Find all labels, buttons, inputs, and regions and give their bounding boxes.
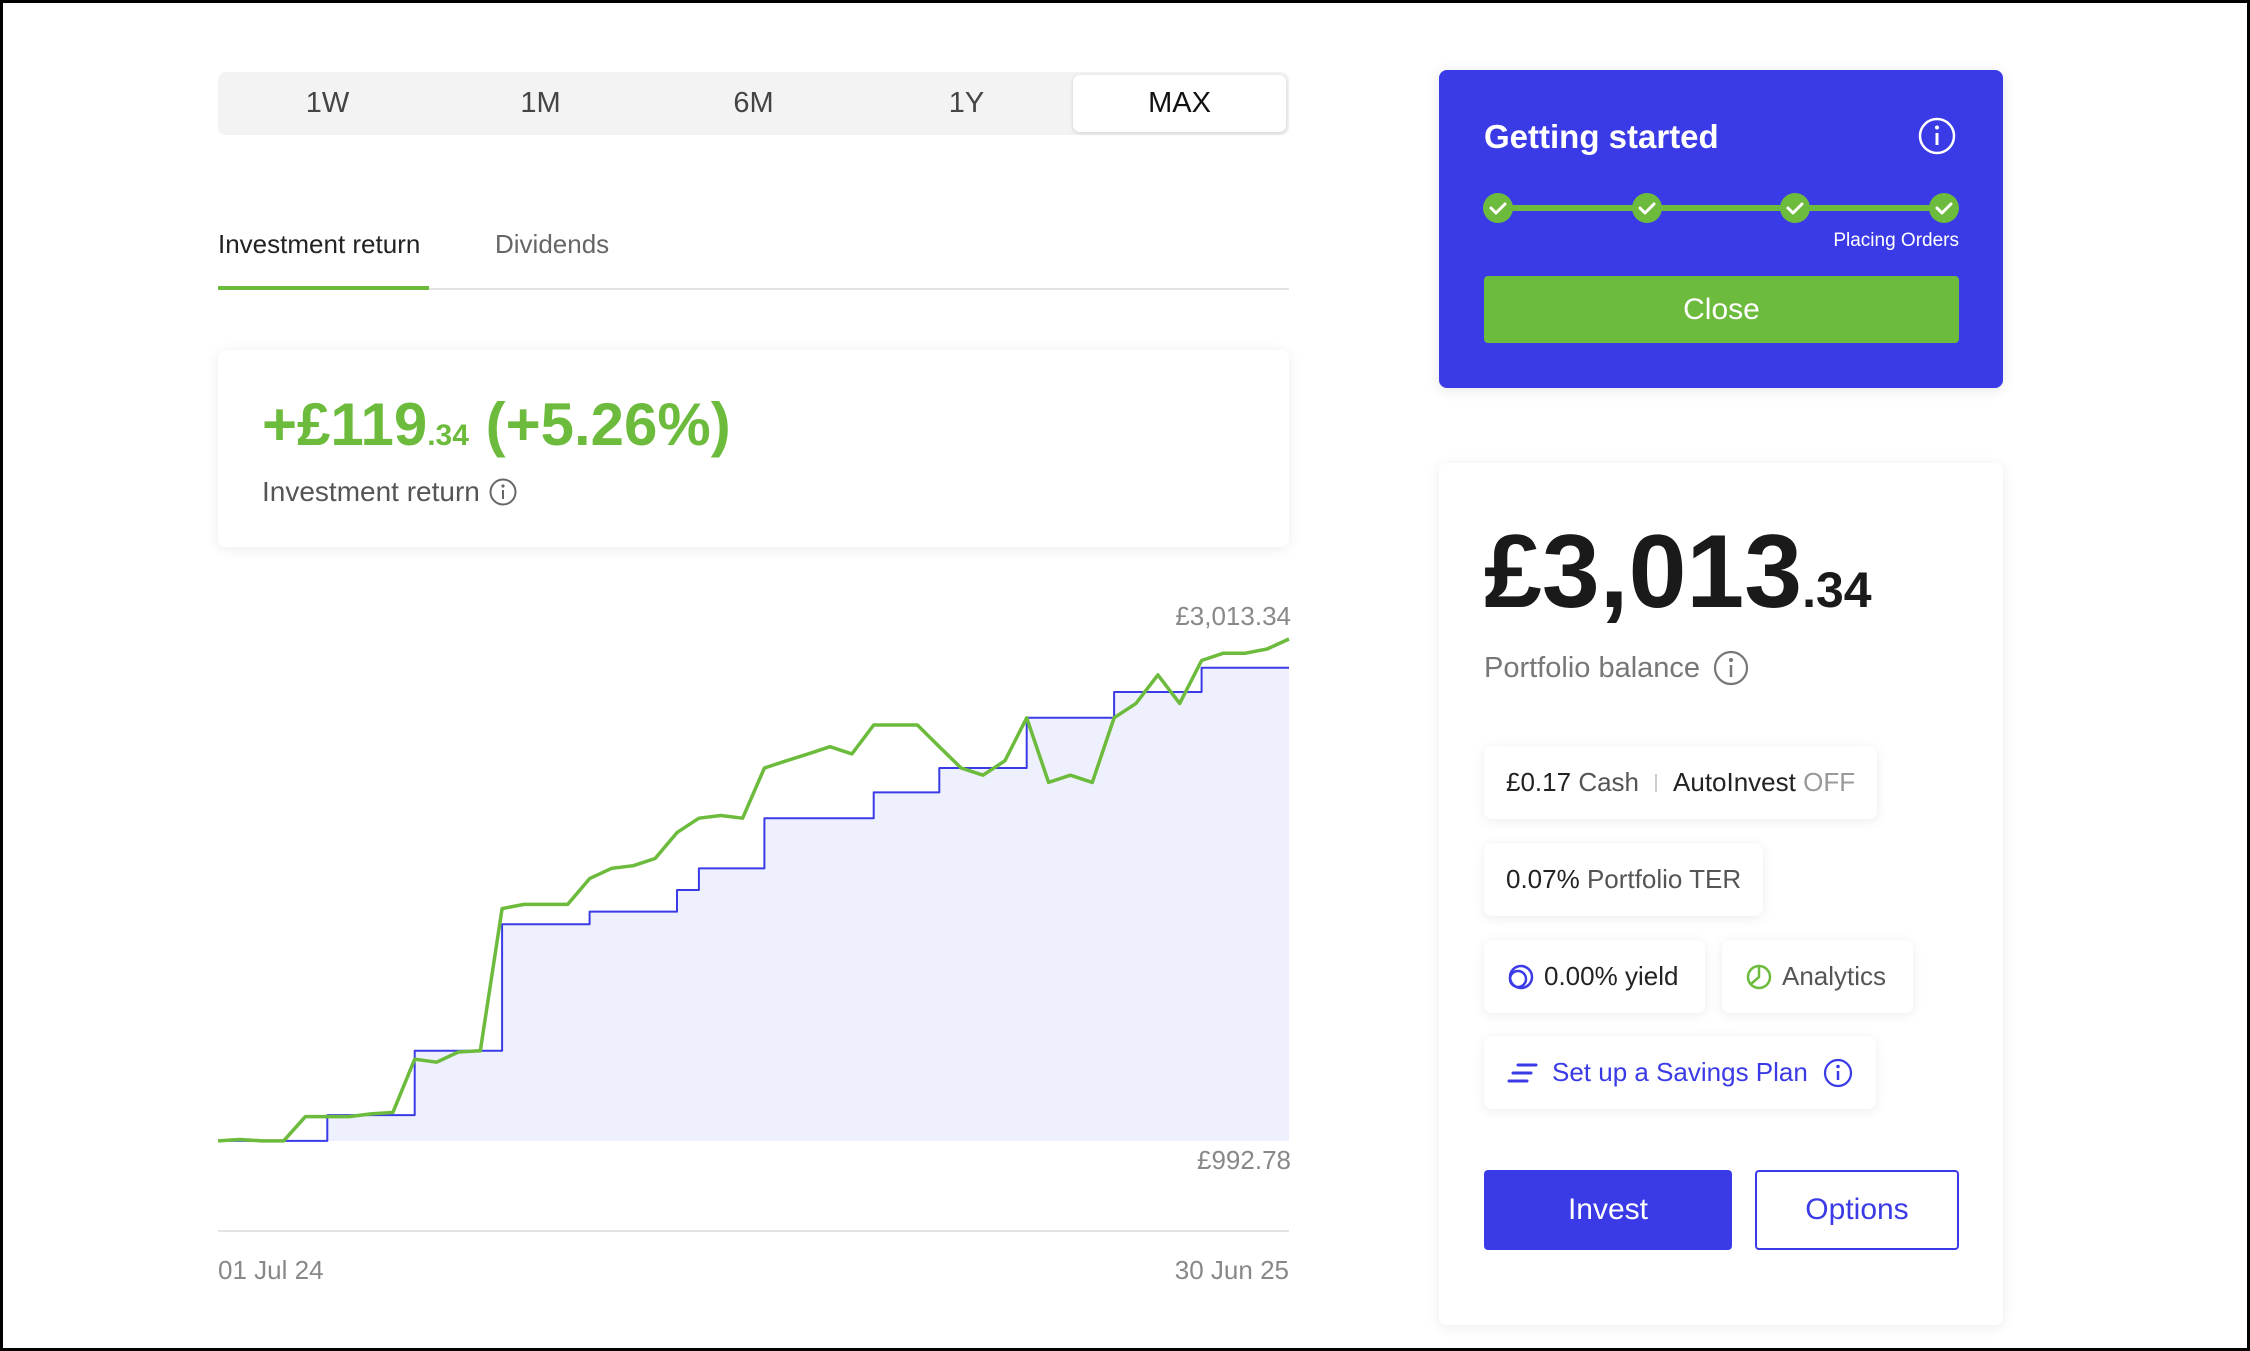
info-icon[interactable] — [1917, 116, 1957, 156]
ter-label: Portfolio TER — [1586, 864, 1742, 894]
cash-amount: £0.17 — [1506, 767, 1572, 797]
return-label: Investment return — [262, 476, 480, 507]
balance-pence: .34 — [1802, 562, 1872, 618]
cash-label: Cash — [1578, 767, 1640, 797]
yield-chip[interactable]: 0.00% yield — [1484, 940, 1705, 1013]
progress-steps — [1483, 193, 1959, 223]
return-card: +£119.34 (+5.26%) Investment return — [218, 350, 1289, 547]
balance-amount: £3,013.34 — [1484, 513, 1872, 632]
area — [218, 667, 1289, 1141]
info-icon[interactable] — [1712, 649, 1750, 687]
ter-value: 0.07% — [1506, 864, 1580, 894]
period-tab[interactable]: MAX — [1073, 75, 1286, 132]
savings-icon — [1507, 1063, 1538, 1082]
return-percent: (+5.26%) — [485, 391, 731, 458]
ter-chip[interactable]: 0.07% Portfolio TER — [1484, 843, 1764, 916]
balance-label-row: Portfolio balance — [1484, 649, 1750, 687]
analytics-label: Analytics — [1782, 961, 1887, 991]
savings-label: Set up a Savings Plan — [1552, 1057, 1808, 1087]
x-tick-label: 01 Jul 24 — [218, 1255, 324, 1285]
tab-divider — [218, 288, 1289, 290]
line — [217, 637, 1290, 1143]
options-button[interactable]: Options — [1755, 1170, 1959, 1250]
period-tab[interactable]: 1M — [520, 87, 561, 119]
period-tabs: 1W 1M 6M 1Y MAX — [218, 72, 1289, 135]
period-tab[interactable]: 1Y — [948, 87, 985, 119]
divider — [1655, 773, 1658, 792]
tab-dividends[interactable]: Dividends — [495, 229, 610, 259]
line — [218, 666, 1289, 1142]
analytics-chip[interactable]: Analytics — [1722, 940, 1913, 1013]
balance-main: £3,013 — [1484, 514, 1803, 630]
period-tab[interactable]: 1W — [305, 87, 350, 119]
return-pence: .34 — [427, 419, 469, 452]
yield-icon — [1508, 964, 1534, 989]
close-button[interactable]: Close — [1484, 276, 1959, 343]
return-label-row: Investment return — [262, 476, 518, 508]
period-tab[interactable]: 6M — [733, 87, 774, 119]
savings-plan-chip[interactable]: Set up a Savings Plan — [1484, 1036, 1876, 1109]
invest-button[interactable]: Invest — [1484, 1170, 1732, 1250]
yield-label: yield — [1624, 961, 1679, 991]
getting-started-title: Getting started — [1484, 118, 1719, 155]
step-label: Placing Orders — [1833, 230, 1959, 251]
getting-started-card: Getting started Placing Orders Close — [1439, 70, 2003, 388]
return-main: +£119 — [262, 391, 428, 458]
y-tick-label: £3,013.34 — [1175, 601, 1291, 631]
autoinvest-state: OFF — [1803, 767, 1856, 797]
info-icon[interactable] — [488, 477, 518, 507]
x-tick-label: 30 Jun 25 — [1175, 1255, 1289, 1285]
analytics-icon — [1746, 964, 1772, 989]
yield-value: 0.00% — [1544, 961, 1618, 991]
chart: £992.78 £3,013.34 01 Jul 24 30 Jun 25 — [217, 601, 1291, 1285]
tab-underline — [218, 286, 429, 290]
return-amount: +£119.34 (+5.26%) — [262, 390, 731, 459]
autoinvest-label: AutoInvest — [1673, 767, 1796, 797]
tab-investment-return[interactable]: Investment return — [218, 229, 421, 259]
balance-label: Portfolio balance — [1484, 651, 1701, 684]
cash-chip[interactable]: £0.17 Cash AutoInvest OFF — [1484, 746, 1878, 819]
y-tick-label: £992.78 — [1197, 1145, 1291, 1175]
info-icon[interactable] — [1822, 1057, 1854, 1089]
